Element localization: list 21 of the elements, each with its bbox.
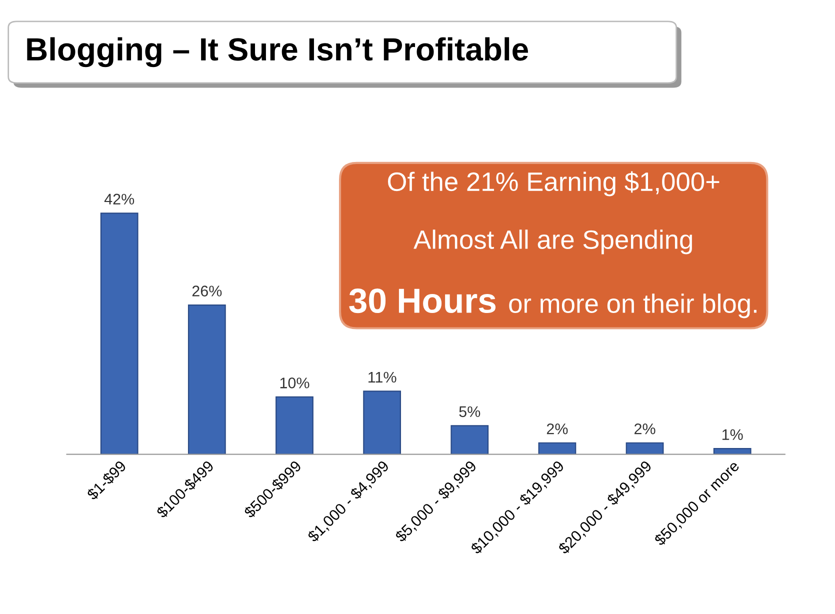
bar <box>188 304 226 454</box>
data-label: 1% <box>722 429 743 440</box>
data-label: 5% <box>459 406 480 418</box>
bar <box>713 448 752 454</box>
data-label: 2% <box>634 423 656 434</box>
bar <box>626 442 664 454</box>
data-label: 10% <box>280 378 310 388</box>
text: Of the 21% Earning $1,000+ <box>388 171 720 196</box>
bar <box>100 212 138 454</box>
data-label: 26% <box>192 286 222 296</box>
data-label: 11% <box>368 372 396 383</box>
annotation: 30 Hours <box>349 288 496 314</box>
annotation: Almost All are Spending <box>414 230 692 254</box>
bar <box>276 396 314 454</box>
chart-title: Blogging – It Sure Isn’t Profitable <box>27 37 528 68</box>
bar <box>450 425 489 454</box>
bar <box>363 390 402 454</box>
data-label: 2% <box>546 423 568 434</box>
bar <box>538 442 576 454</box>
data-label: 42% <box>104 194 134 205</box>
annotation: or more on their blog. <box>509 294 756 318</box>
